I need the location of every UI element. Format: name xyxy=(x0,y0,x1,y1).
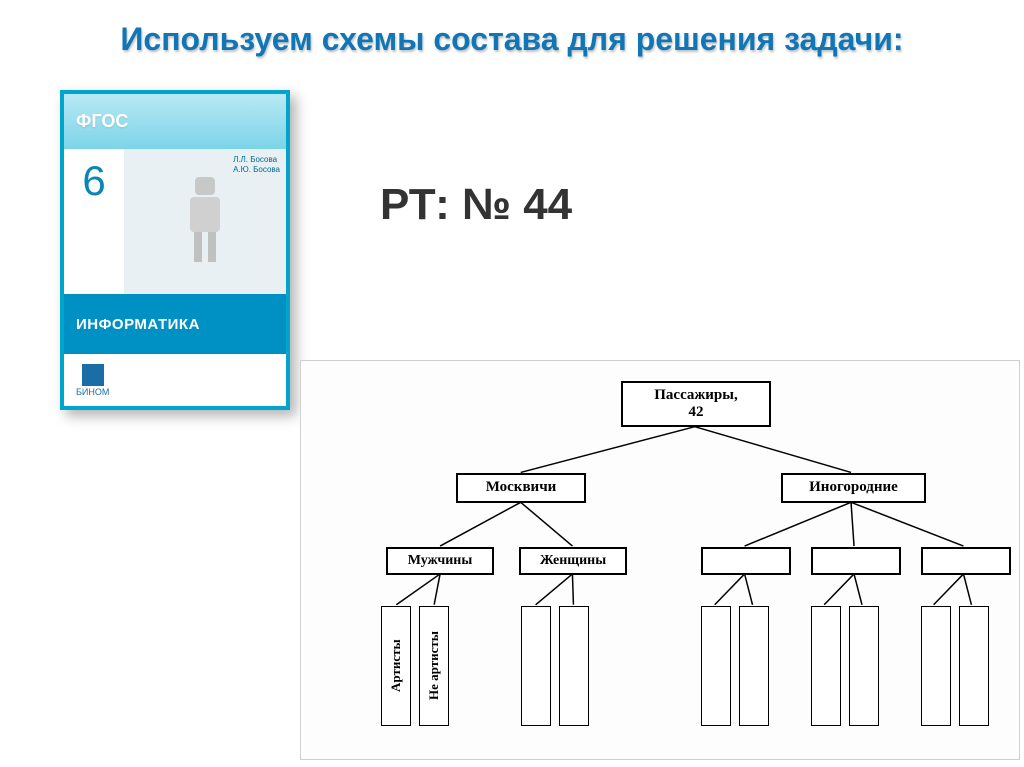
publisher-icon xyxy=(82,364,104,386)
book-subject: ИНФОРМАТИКА xyxy=(64,294,286,354)
tree-leaf-3 xyxy=(521,606,551,726)
book-middle-section: 6 Л.Л. Босова А.Ю. Босова xyxy=(64,149,286,294)
author-1: Л.Л. Босова xyxy=(233,155,280,165)
tree-leaf-ne-artisty: Не артисты xyxy=(419,606,449,726)
exercise-ref: РТ: № 44 xyxy=(380,180,572,230)
tree-leaf-4 xyxy=(559,606,589,726)
publisher-logo: БИНОМ xyxy=(76,364,109,398)
tree-node-zhenshchiny: Женщины xyxy=(519,547,627,575)
book-footer: БИНОМ xyxy=(64,354,286,406)
book-cover-image: Л.Л. Босова А.Ю. Босова xyxy=(124,149,286,294)
tree-node-moskvichi: Москвичи xyxy=(456,473,586,503)
tree-node-inog-3 xyxy=(921,547,1011,575)
book-grade: 6 xyxy=(64,149,124,294)
tree-leaf-artisty: Артисты xyxy=(381,606,411,726)
robot-icon xyxy=(180,177,230,267)
tree-leaf-6 xyxy=(739,606,769,726)
tree-leaf-10 xyxy=(959,606,989,726)
tree-leaf-9 xyxy=(921,606,951,726)
tree-node-muzhchiny: Мужчины xyxy=(386,547,494,575)
publisher-name: БИНОМ xyxy=(76,388,109,398)
tree-leaf-5 xyxy=(701,606,731,726)
tree-node-inogorodnie: Иногородние xyxy=(781,473,926,503)
tree-leaf-7 xyxy=(811,606,841,726)
tree-node-inog-1 xyxy=(701,547,791,575)
tree-node-inog-2 xyxy=(811,547,901,575)
tree-root-node: Пассажиры,42 xyxy=(621,381,771,427)
book-standard-label: ФГОС xyxy=(64,94,286,149)
page-title: Используем схемы состава для решения зад… xyxy=(0,0,1024,68)
textbook-cover: ФГОС 6 Л.Л. Босова А.Ю. Босова ИНФОРМАТИ… xyxy=(60,90,290,410)
book-authors: Л.Л. Босова А.Ю. Босова xyxy=(233,155,280,176)
tree-leaf-8 xyxy=(849,606,879,726)
composition-tree-diagram: Пассажиры,42 Москвичи Иногородние Мужчин… xyxy=(300,360,1020,760)
author-2: А.Ю. Босова xyxy=(233,165,280,175)
